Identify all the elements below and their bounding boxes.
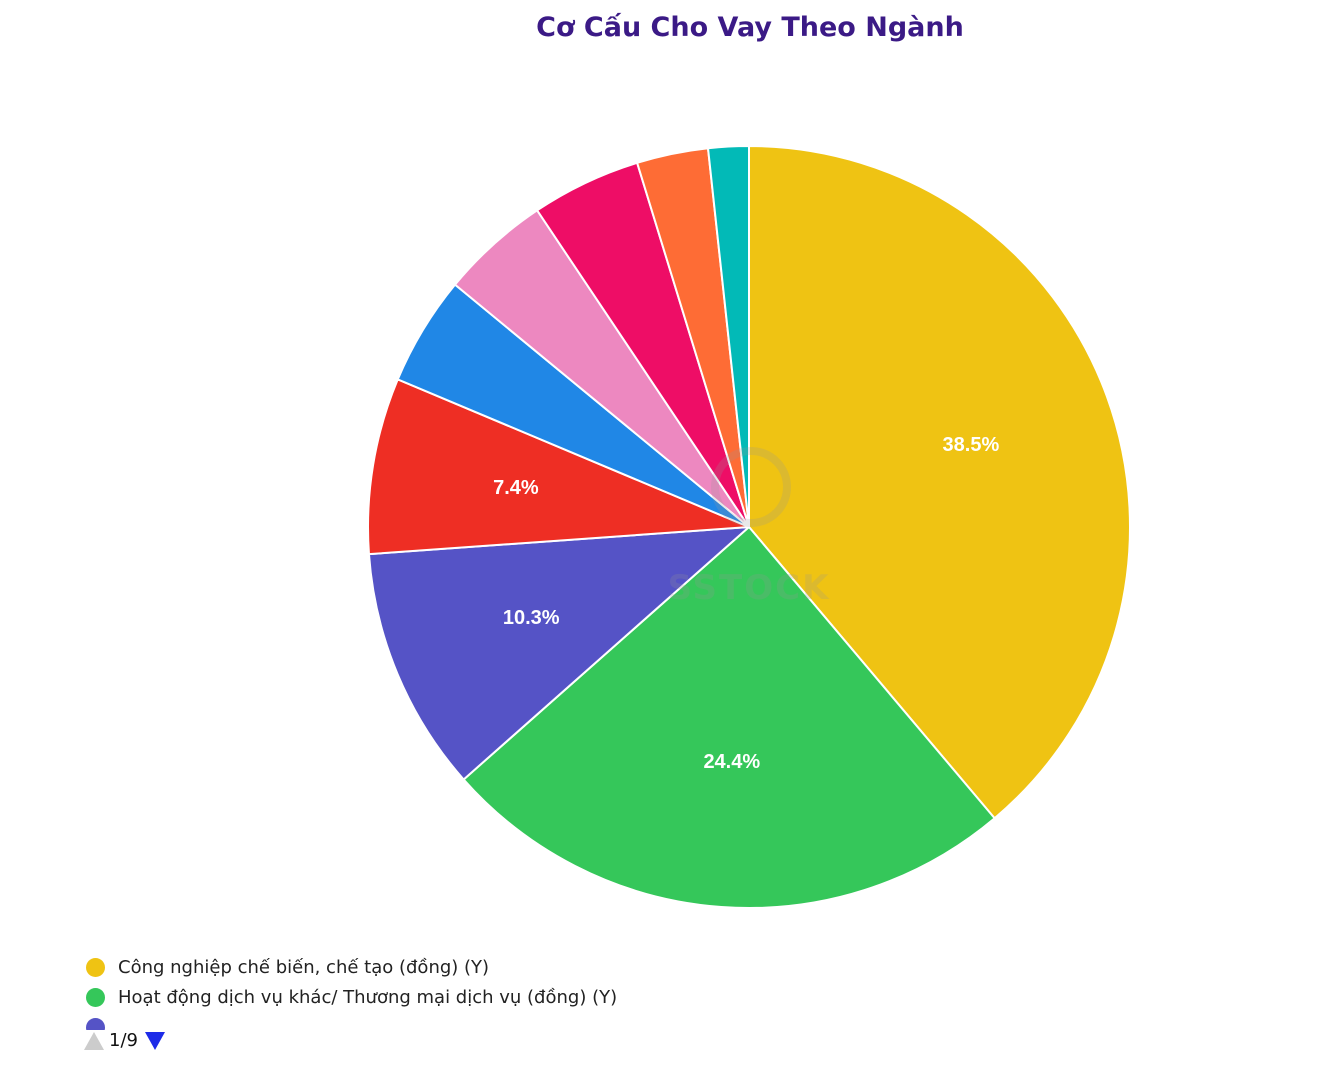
legend-item[interactable] — [86, 1012, 786, 1030]
legend-label: Công nghiệp chế biến, chế tạo (đồng) (Y) — [118, 956, 490, 978]
pie-slice[interactable] — [367, 378, 750, 556]
pie-chart: 38.5% 24.4% 10.3% 7.4% SSTOCK — [367, 145, 1131, 909]
legend-item[interactable]: Hoạt động dịch vụ khác/ Thương mại dịch … — [86, 982, 786, 1012]
watermark-logo: SSTOCK — [668, 447, 831, 608]
legend-pager: 1/9 — [84, 1030, 165, 1051]
pie-slice[interactable] — [367, 526, 750, 781]
legend-item[interactable]: Công nghiệp chế biến, chế tạo (đồng) (Y) — [86, 952, 786, 982]
legend-swatch — [86, 1017, 105, 1030]
pie-slice[interactable] — [707, 145, 750, 528]
slice-data-label: 7.4% — [493, 477, 539, 499]
svg-text:SSTOCK: SSTOCK — [668, 568, 831, 608]
chart-title: Cơ Cấu Cho Vay Theo Ngành — [536, 12, 964, 43]
legend-label: Hoạt động dịch vụ khác/ Thương mại dịch … — [118, 986, 618, 1008]
page-up-arrow-icon[interactable] — [84, 1031, 104, 1050]
legend-swatch — [86, 957, 105, 977]
legend: Công nghiệp chế biến, chế tạo (đồng) (Y)… — [86, 952, 786, 1030]
pie-slice[interactable] — [462, 526, 996, 909]
legend-swatch — [86, 987, 105, 1007]
page-down-arrow-icon[interactable] — [144, 1031, 165, 1050]
pie-slice[interactable] — [748, 145, 1131, 820]
slice-data-label: 10.3% — [503, 607, 560, 629]
slice-data-label: 38.5% — [943, 434, 1000, 456]
slice-data-label: 24.4% — [703, 751, 760, 773]
legend-page-indicator: 1/9 — [109, 1030, 138, 1051]
